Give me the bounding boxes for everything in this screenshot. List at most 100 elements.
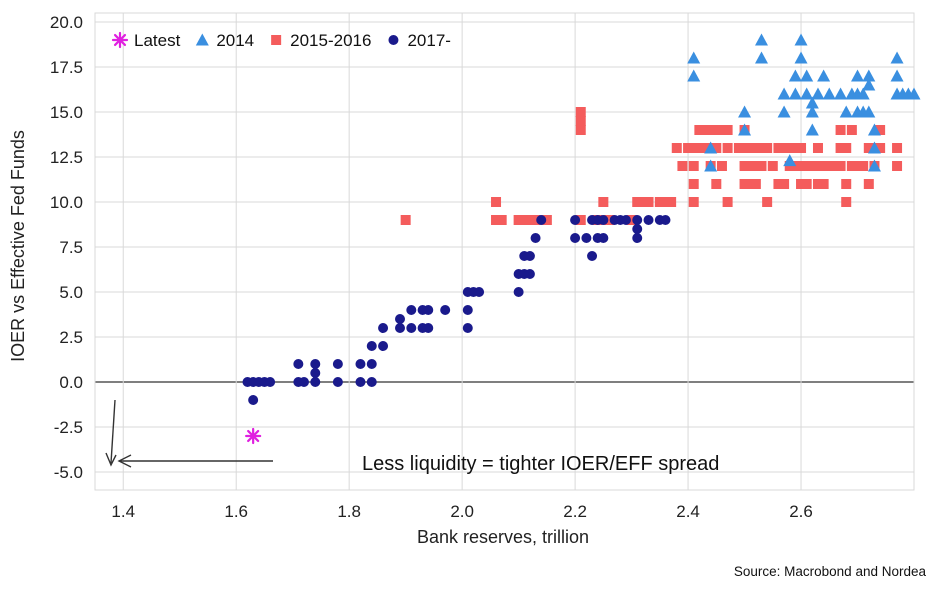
point-y2017 [632, 224, 643, 234]
y-tick-label: -2.5 [54, 418, 83, 437]
point-y2015-2016 [858, 161, 869, 171]
point-y2015-2016 [762, 197, 773, 207]
point-y2017 [332, 377, 343, 387]
point-y2015-2016 [756, 143, 767, 153]
point-y2015-2016 [767, 161, 778, 171]
point-y2014 [834, 87, 848, 100]
point-y2015-2016 [835, 161, 846, 171]
plot-frame [94, 12, 915, 491]
point-y2014 [862, 105, 876, 118]
point-y2017 [378, 323, 389, 333]
point-y2015-2016 [796, 179, 807, 189]
point-y2015-2016 [762, 143, 773, 153]
point-y2015-2016 [722, 197, 733, 207]
series-y2017 [242, 215, 671, 405]
point-y2015-2016 [711, 179, 722, 189]
point-y2014 [862, 78, 876, 91]
x-tick-label: 2.2 [563, 502, 587, 521]
point-y2015-2016 [666, 197, 677, 207]
point-y2014 [777, 105, 791, 118]
point-y2014 [687, 69, 701, 82]
point-y2017 [378, 341, 389, 351]
point-y2015-2016 [519, 215, 530, 225]
point-y2015-2016 [683, 143, 694, 153]
point-y2017 [395, 314, 406, 324]
point-y2014 [822, 87, 836, 100]
point-y2014 [805, 96, 819, 109]
legend: Latest 2014 2015-2016 2017- [111, 31, 451, 50]
point-y2015-2016 [750, 143, 761, 153]
point-y2015-2016 [688, 197, 699, 207]
point-y2017 [265, 377, 276, 387]
point-y2015-2016 [632, 197, 643, 207]
point-y2015-2016 [694, 143, 705, 153]
y-tick-label: 12.5 [50, 148, 83, 167]
legend-label-latest: Latest [134, 31, 181, 50]
point-y2017 [423, 305, 434, 315]
point-y2017 [536, 215, 547, 225]
point-y2015-2016 [660, 197, 671, 207]
point-y2015-2016 [700, 143, 711, 153]
point-y2015-2016 [524, 215, 535, 225]
point-y2017 [643, 215, 654, 225]
point-y2017 [355, 359, 366, 369]
point-y2017 [355, 377, 366, 387]
point-y2017 [406, 305, 417, 315]
point-y2015-2016 [716, 125, 727, 135]
point-y2015-2016 [496, 215, 507, 225]
point-y2014 [788, 87, 802, 100]
point-y2015-2016 [796, 161, 807, 171]
axis-layer: 20.0 17.5 15.0 12.5 10.0 7.5 5.0 2.5 0.0 -2.5 -5.0… [50, 13, 813, 521]
point-y2015-2016 [846, 125, 857, 135]
point-y2015-2016 [603, 215, 614, 225]
point-y2015-2016 [756, 161, 767, 171]
legend-item-y2014: 2014 [195, 31, 254, 50]
point-y2015-2016 [773, 143, 784, 153]
point-y2015-2016 [846, 161, 857, 171]
point-y2017 [524, 251, 535, 261]
point-y2014 [800, 87, 814, 100]
series-y2015-2016 [400, 107, 903, 225]
point-y2015-2016 [575, 125, 586, 135]
point-y2014 [817, 69, 831, 82]
point-y2015-2016 [637, 197, 648, 207]
arrow-vertical-line [110, 399, 116, 464]
point-y2017 [620, 215, 631, 225]
point-y2017 [366, 341, 377, 351]
point-y2015-2016 [677, 161, 688, 171]
arrow-horizontal-head [117, 454, 132, 468]
point-y2015-2016 [841, 143, 852, 153]
legend-marker-y2015-2016 [271, 35, 282, 45]
point-y2015-2016 [722, 143, 733, 153]
point-y2014 [777, 87, 791, 100]
point-y2014 [783, 154, 797, 167]
point-y2015-2016 [835, 143, 846, 153]
point-y2014 [687, 51, 701, 64]
point-y2015-2016 [863, 143, 874, 153]
point-y2015-2016 [750, 179, 761, 189]
point-y2017 [587, 251, 598, 261]
point-y2015-2016 [745, 143, 756, 153]
point-y2017 [570, 233, 581, 243]
point-y2015-2016 [643, 197, 654, 207]
point-y2014 [811, 87, 825, 100]
grid-layer [94, 12, 915, 491]
legend-item-y2017: 2017- [388, 31, 451, 50]
point-y2017 [366, 377, 377, 387]
point-y2015-2016 [841, 179, 852, 189]
point-y2015-2016 [818, 179, 829, 189]
point-y2017 [293, 359, 304, 369]
point-y2014 [754, 33, 768, 46]
point-y2015-2016 [875, 125, 886, 135]
point-y2015-2016 [835, 125, 846, 135]
point-y2015-2016 [711, 125, 722, 135]
point-y2017 [406, 323, 417, 333]
point-y2015-2016 [739, 179, 750, 189]
point-y2015-2016 [400, 215, 411, 225]
point-y2014 [805, 105, 819, 118]
point-y2015-2016 [773, 179, 784, 189]
x-tick-label: 2.0 [450, 502, 474, 521]
point-y2017 [423, 323, 434, 333]
point-y2014 [839, 105, 853, 118]
